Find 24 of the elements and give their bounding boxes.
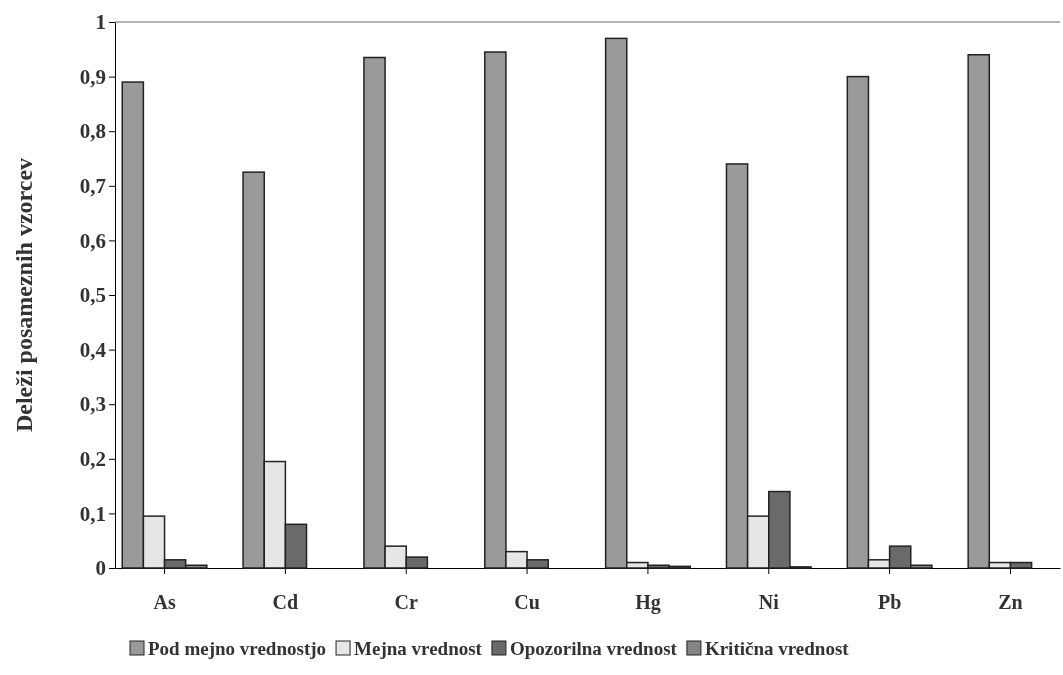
x-tick-label: Zn [998,591,1023,613]
y-tick-label: 0 [95,556,106,581]
y-tick-label: 1 [95,10,106,35]
legend-label: Pod mejno vrednostjo [148,638,327,659]
legend-label: Opozorilna vrednost [509,638,678,659]
y-tick-label: 0,5 [79,283,106,308]
x-tick-label: Cr [394,591,419,613]
legend-label: Mejna vrednost [354,638,483,659]
x-tick-label: Cd [272,591,299,613]
y-tick-label: 0,6 [79,228,106,253]
y-tick-label: 0,1 [79,501,106,526]
y-tick-label: 0,2 [79,447,106,472]
x-tick-label: Pb [877,591,902,613]
y-tick-label: 0,9 [79,64,106,89]
y-tick-label: 0,8 [79,119,106,144]
x-tick-label: Hg [635,591,661,614]
y-axis-title: Deleži posameznih vzorcev [11,157,37,433]
x-tick-label: Ni [758,591,780,613]
y-tick-label: 0,3 [79,392,106,417]
x-tick-label: Cu [514,591,540,613]
y-tick-label: 0,7 [79,174,106,199]
x-tick-label: As [153,591,176,613]
legend-label: Kritična vrednost [704,638,850,659]
y-tick-label: 0,4 [79,337,107,362]
